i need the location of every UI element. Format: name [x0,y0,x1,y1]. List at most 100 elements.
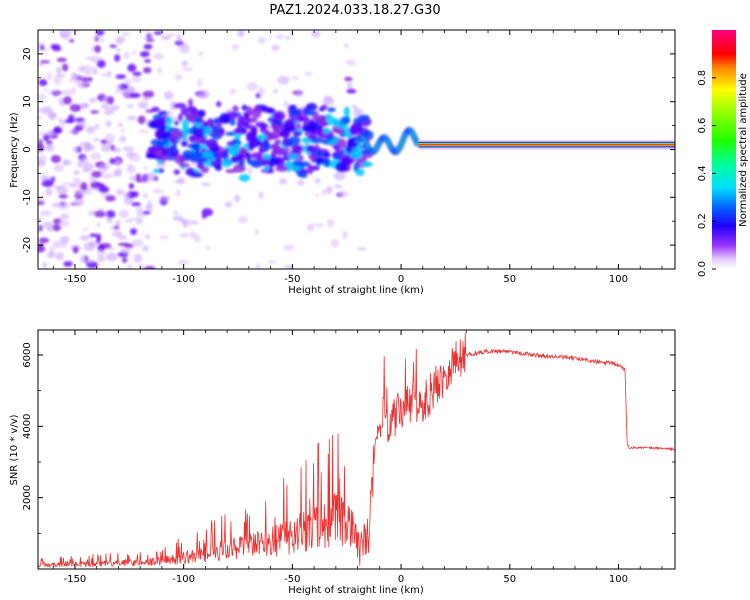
spectrogram-band-blob [193,127,205,138]
spectrogram-speckle [122,146,135,152]
spectrogram-speckle [59,213,70,220]
spectrogram-speckle [58,201,70,210]
spectrogram-speckle [90,152,102,161]
spectrogram-speckle [172,215,184,222]
spectrogram-y-tick-label: 20 [22,48,33,61]
spectrogram-speckle [88,178,99,183]
spectrogram-speckle [67,114,75,123]
spectrogram-band-blob [214,164,223,171]
spectrogram-band-blob [180,140,188,147]
spectrogram-y-ticks: -20 -10 0 10 20 [22,29,675,270]
spectrogram-speckle [38,63,44,67]
spectrogram-y-tick-label: 10 [22,95,33,108]
spectrogram-band-blob [336,138,347,149]
spectrogram-speckle [132,71,142,77]
spectrogram-speckle [46,73,53,80]
spectrogram-speckle [352,108,364,118]
spectrogram-band-blob [161,146,168,157]
spectrogram-band-blob [262,123,269,129]
spectrogram-band-blob [307,135,318,140]
spectrogram-speckle [39,60,51,64]
spectrogram-speckle [38,243,44,248]
spectrogram-speckle [109,158,116,165]
spectrogram-speckle [53,163,65,173]
colorbar-tick-label: 0.2 [697,213,708,229]
spectrogram-speckle [38,160,46,168]
spectrogram-speckle [120,247,131,254]
spectrogram-band-blob [350,150,363,157]
spectrogram-speckle [115,89,121,93]
spectrogram-signal-band [418,144,675,146]
spectrogram-band-blob [257,133,268,141]
spectrogram-speckle [61,182,72,186]
spectrogram-band-blob [193,136,205,143]
spectrogram-speckle [100,139,108,144]
snr-x-tick-label: 50 [503,574,516,585]
spectrogram-x-tick-label: -50 [284,274,300,285]
spectrogram-speckle [45,140,53,145]
spectrogram-speckle [239,30,245,37]
spectrogram-speckle [333,184,342,189]
spectrogram-band-blob [322,152,331,158]
spectrogram-speckle [285,35,291,40]
spectrogram-y-tick-label: -10 [22,189,33,205]
spectrogram-speckle [139,51,150,58]
spectrogram-speckle [101,173,113,179]
spectrogram-band-blob [326,135,334,141]
spectrogram-speckle [165,33,176,37]
spectrogram-speckle [144,172,157,182]
spectrogram-band-blob [194,117,203,123]
spectrogram-band-blob [323,127,331,135]
spectrogram-speckle [46,227,54,232]
spectrogram-band-blob [196,123,204,128]
spectrogram-x-tick-label: -100 [172,274,195,285]
colorbar-tick-label: 0.0 [697,261,708,277]
spectrogram-band-blob [266,107,276,114]
spectrogram-band-blob [164,116,173,126]
colorbar: 0.0 0.2 0.4 0.6 0.8 Normalized spectral ampl… [697,30,749,277]
spectrogram-speckle [128,182,134,190]
spectrogram-speckle [330,238,340,248]
spectrogram-speckle [138,263,145,269]
spectrogram-speckle [128,217,137,221]
spectrogram-speckle [229,88,237,95]
spectrogram-band-blob [291,160,304,166]
spectrogram-band-blob [308,153,318,160]
spectrogram-band-blob [229,156,243,162]
spectrogram-x-tick-label: 100 [609,274,628,285]
spectrogram-band-blob [173,121,179,126]
spectrogram-speckle [267,260,277,264]
spectrogram-speckle [50,43,61,50]
spectrogram-band-blob [272,124,284,133]
spectrogram-speckle [176,33,182,43]
spectrogram-speckle [258,36,267,44]
spectrogram-band-blob [151,106,160,113]
spectrogram-speckle [144,265,156,269]
spectrogram-band-blob [154,117,167,126]
spectrogram-speckle [83,235,92,240]
spectrogram-band-blob [307,109,316,116]
spectrogram-speckle [63,261,73,267]
spectrogram-speckle [325,185,333,195]
spectrogram-speckle [42,262,48,269]
spectrogram-y-label: Frequency (Hz) [9,112,20,188]
spectrogram-speckle [98,186,110,193]
snr-x-label: Height of straight line (km) [288,585,424,596]
spectrogram-speckle [152,188,164,194]
spectrogram-speckle [126,103,135,109]
spectrogram-band-blob [220,151,229,160]
spectrogram-x-ticks: -150 -100 -50 0 50 100 [52,30,663,285]
spectrogram-band-blob [237,115,244,125]
spectrogram-speckle [113,225,120,230]
spectrogram-speckle [234,194,240,203]
spectrogram-speckle [115,36,127,41]
spectrogram-speckle [259,191,264,199]
spectrogram-band-blob [261,159,271,167]
colorbar-ticks: 0.0 0.2 0.4 0.6 0.8 [697,70,716,277]
spectrogram-speckle [105,252,118,262]
spectrogram-speckle [38,42,45,47]
spectrogram-speckle [277,75,290,85]
snr-y-label: SNR (10 * v/v) [9,414,20,485]
spectrogram-speckle [159,195,171,202]
